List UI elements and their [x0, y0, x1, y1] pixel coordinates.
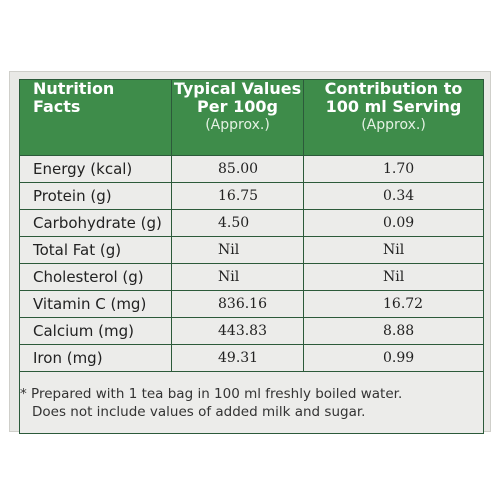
footnote-row: * Prepared with 1 tea bag in 100 ml fres… [19, 371, 484, 434]
header-nutrition-label: Nutrition [33, 79, 115, 98]
value-per-serving: Nil [303, 236, 484, 264]
header-per-100g-label: Per 100g [197, 97, 278, 116]
footnote-line-1: * Prepared with 1 tea bag in 100 ml fres… [20, 385, 403, 402]
value-per-serving: Nil [303, 263, 484, 291]
table-row: Cholesterol (g) Nil Nil [19, 263, 484, 291]
table-row: Protein (g) 16.75 0.34 [19, 182, 484, 210]
header-typical-values: Typical Values Per 100g (Approx.) [171, 79, 304, 156]
header-contribution: Contribution to 100 ml Serving (Approx.) [303, 79, 484, 156]
header-approx-label: (Approx.) [361, 117, 426, 133]
value-per-100g: 443.83 [171, 317, 304, 345]
value-per-serving: 0.99 [303, 344, 484, 372]
value-per-serving: 16.72 [303, 290, 484, 318]
nutrient-name: Cholesterol (g) [19, 263, 172, 291]
value-per-serving: 8.88 [303, 317, 484, 345]
footnote-line-2: Does not include values of added milk an… [32, 403, 366, 420]
value-per-100g: 4.50 [171, 209, 304, 237]
header-facts-label: Facts [33, 97, 81, 116]
value-per-100g: Nil [171, 236, 304, 264]
nutrient-name: Energy (kcal) [19, 155, 172, 183]
nutrient-name: Carbohydrate (g) [19, 209, 172, 237]
table-row: Energy (kcal) 85.00 1.70 [19, 155, 484, 183]
header-typical-values-label: Typical Values [173, 79, 302, 98]
nutrient-name: Total Fat (g) [19, 236, 172, 264]
header-contribution-label: Contribution to [324, 79, 463, 98]
header-approx-label: (Approx.) [205, 117, 270, 133]
value-per-100g: 49.31 [171, 344, 304, 372]
table-row: Calcium (mg) 443.83 8.88 [19, 317, 484, 345]
value-per-serving: 1.70 [303, 155, 484, 183]
nutrient-name: Iron (mg) [19, 344, 172, 372]
nutrition-facts-table: Nutrition Facts Typical Values Per 100g … [19, 79, 484, 434]
header-serving-label: 100 ml Serving [325, 97, 462, 116]
value-per-serving: 0.09 [303, 209, 484, 237]
value-per-serving: 0.34 [303, 182, 484, 210]
nutrient-name: Protein (g) [19, 182, 172, 210]
header-nutrition-facts: Nutrition Facts [19, 79, 172, 156]
nutrient-name: Vitamin C (mg) [19, 290, 172, 318]
footnote: * Prepared with 1 tea bag in 100 ml fres… [19, 371, 484, 434]
table-row: Iron (mg) 49.31 0.99 [19, 344, 484, 372]
value-per-100g: Nil [171, 263, 304, 291]
value-per-100g: 836.16 [171, 290, 304, 318]
value-per-100g: 85.00 [171, 155, 304, 183]
value-per-100g: 16.75 [171, 182, 304, 210]
table-row: Vitamin C (mg) 836.16 16.72 [19, 290, 484, 318]
nutrient-name: Calcium (mg) [19, 317, 172, 345]
table-row: Total Fat (g) Nil Nil [19, 236, 484, 264]
table-row: Carbohydrate (g) 4.50 0.09 [19, 209, 484, 237]
table-header-row: Nutrition Facts Typical Values Per 100g … [19, 79, 484, 156]
